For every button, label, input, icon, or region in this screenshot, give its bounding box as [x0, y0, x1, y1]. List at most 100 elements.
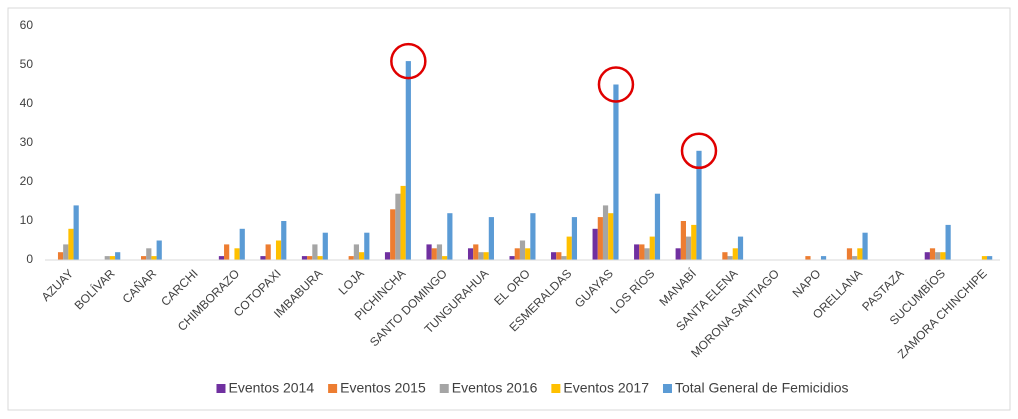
bar: [146, 248, 152, 260]
bar: [234, 248, 240, 260]
bar: [405, 61, 411, 260]
bar: [654, 193, 661, 260]
bar: [924, 252, 930, 260]
bar: [929, 248, 936, 260]
highlight-circle: [680, 132, 718, 170]
bar: [151, 256, 157, 260]
bar: [68, 228, 74, 260]
bar: [260, 256, 266, 260]
bar: [478, 252, 484, 260]
bar: [561, 256, 567, 260]
bar: [680, 221, 686, 260]
bar: [530, 213, 536, 260]
bar: [488, 217, 494, 260]
y-tick-label: 30: [20, 135, 34, 149]
highlight-circle: [597, 66, 635, 103]
bar: [566, 236, 572, 260]
bar: [156, 240, 162, 260]
legend-swatch: [328, 384, 338, 393]
bar: [644, 248, 650, 260]
bar: [571, 217, 578, 260]
bar: [265, 244, 271, 260]
legend-label: Eventos 2015: [340, 380, 426, 396]
legend-swatch: [216, 384, 226, 393]
bar: [141, 256, 147, 260]
bar: [467, 248, 474, 260]
legend-swatch: [439, 384, 449, 393]
bar: [696, 150, 702, 260]
bar: [597, 217, 603, 260]
bar: [307, 256, 313, 260]
bar: [634, 244, 640, 260]
bar: [556, 252, 562, 260]
bar: [483, 252, 489, 260]
bar: [820, 256, 827, 260]
bar: [737, 236, 744, 260]
legend-label: Eventos 2014: [228, 380, 314, 396]
bar: [364, 232, 370, 260]
y-tick-label: 10: [20, 213, 34, 227]
legend-label: Eventos 2016: [452, 380, 538, 396]
bar: [551, 252, 557, 260]
bar: [945, 224, 951, 260]
bar: [525, 248, 531, 260]
bar: [447, 213, 453, 260]
bar: [281, 221, 287, 260]
bar: [353, 244, 360, 260]
bar: [400, 185, 406, 260]
bar: [275, 240, 282, 260]
bar: [981, 256, 988, 260]
bar: [846, 248, 853, 260]
bar: [312, 244, 318, 260]
bar: [436, 244, 443, 260]
y-tick-label: 50: [20, 57, 34, 71]
bar: [940, 252, 946, 260]
bar: [857, 248, 863, 260]
bar: [602, 205, 609, 260]
bar: [115, 252, 121, 260]
bar: [301, 256, 308, 260]
bar: [805, 256, 811, 260]
bar: [722, 252, 728, 260]
bar: [727, 256, 733, 260]
bar: [519, 240, 526, 260]
bar: [317, 256, 323, 260]
bar: [395, 193, 401, 260]
legend: Eventos 2014 Eventos 2015 Eventos 2016 Even…: [216, 380, 849, 396]
legend-swatch: [662, 384, 672, 393]
bar: [390, 209, 396, 260]
bar: [224, 244, 230, 260]
bar: [239, 228, 245, 260]
bar: [473, 244, 479, 260]
bar: [348, 256, 354, 260]
bar: [691, 224, 697, 260]
bar: [852, 256, 858, 260]
bar: [675, 248, 681, 260]
bar: [732, 248, 738, 260]
bar: [218, 256, 225, 260]
legend-label: Eventos 2017: [563, 380, 649, 396]
legend-swatch: [551, 384, 561, 393]
bar: [359, 252, 365, 260]
bar: [63, 244, 69, 260]
bar: [649, 236, 655, 260]
bar: [426, 244, 432, 260]
bar: [685, 236, 692, 260]
y-tick-label: 40: [20, 96, 34, 110]
bar: [109, 256, 116, 260]
bar: [935, 252, 941, 260]
bar: [104, 256, 110, 260]
chart-frame: [7, 7, 1011, 411]
bar: [608, 213, 614, 260]
bar: [639, 244, 645, 260]
bar: [514, 248, 520, 260]
bar: [862, 232, 868, 260]
bar: [322, 232, 328, 260]
y-tick-label: 60: [20, 18, 34, 32]
bar: [442, 256, 448, 260]
bar: [57, 252, 64, 260]
bar: [73, 205, 79, 260]
bar: [431, 248, 437, 260]
bar: [592, 228, 598, 260]
